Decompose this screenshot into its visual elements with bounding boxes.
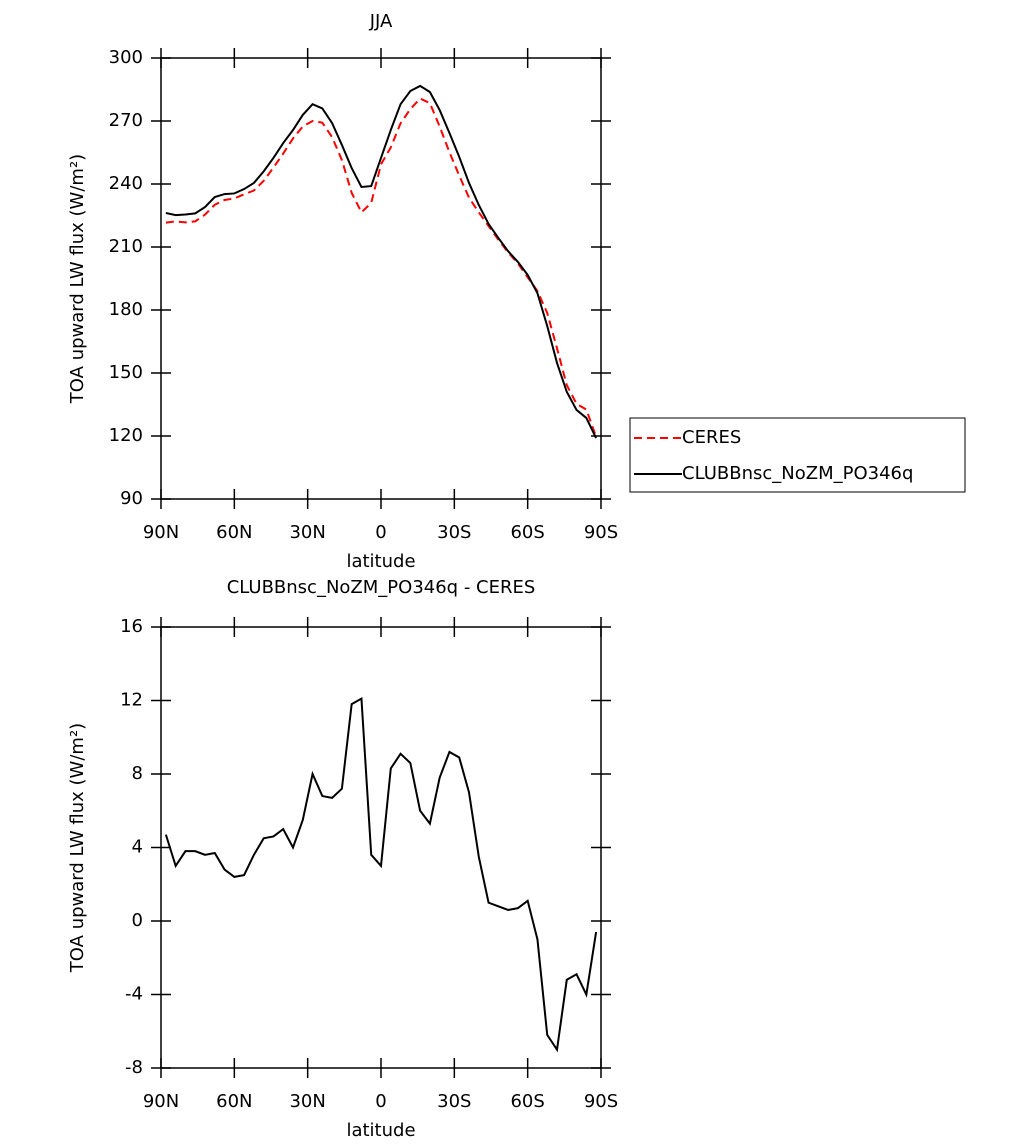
- y-tick-label: -4: [125, 984, 143, 1005]
- x-tick-label: 90S: [584, 522, 618, 543]
- y-tick-label: 180: [109, 299, 143, 320]
- data-line: [165, 84, 598, 439]
- y-tick-label: 270: [109, 110, 143, 131]
- y-tick-label: 8: [132, 763, 143, 784]
- y-tick-label: 12: [120, 690, 143, 711]
- legend-label: CLUBBnsc_NoZM_PO346q: [682, 463, 913, 484]
- x-tick-label: 60N: [216, 1091, 252, 1112]
- y-tick-label: 4: [132, 837, 143, 858]
- y-tick-label: 120: [109, 425, 143, 446]
- y-tick-label: -8: [125, 1057, 143, 1078]
- x-tick-label: 60S: [510, 1091, 544, 1112]
- plot-frame: [160, 626, 602, 1069]
- x-tick-label: 60N: [216, 522, 252, 543]
- x-tick-label: 0: [375, 1091, 386, 1112]
- y-tick-label: 300: [109, 47, 143, 68]
- y-tick-label: 16: [120, 616, 143, 637]
- x-tick-label: 30N: [289, 522, 325, 543]
- legend-box: [629, 417, 966, 493]
- x-tick-label: 0: [375, 522, 386, 543]
- x-tick-label: 90S: [584, 1091, 618, 1112]
- x-tick-label: 30S: [437, 1091, 471, 1112]
- y-axis-label: TOA upward LW flux (W/m²): [67, 723, 88, 973]
- y-axis-label: TOA upward LW flux (W/m²): [67, 154, 88, 404]
- y-tick-label: 90: [120, 488, 143, 509]
- x-tick-label: 30S: [437, 522, 471, 543]
- y-tick-label: 0: [132, 910, 143, 931]
- x-tick-label: 60S: [510, 522, 544, 543]
- chart-title: JJA: [369, 11, 393, 32]
- x-tick-label: 90N: [143, 522, 179, 543]
- data-line: [165, 97, 598, 438]
- y-tick-label: 240: [109, 173, 143, 194]
- x-axis-label: latitude: [346, 551, 415, 572]
- y-tick-label: 150: [109, 362, 143, 383]
- legend-label: CERES: [682, 427, 741, 448]
- y-tick-label: 210: [109, 236, 143, 257]
- x-axis-label: latitude: [346, 1120, 415, 1141]
- x-tick-label: 90N: [143, 1091, 179, 1112]
- x-tick-label: 30N: [289, 1091, 325, 1112]
- plot-frame: [160, 57, 602, 500]
- chart-title: CLUBBnsc_NoZM_PO346q - CERES: [227, 577, 536, 598]
- data-line: [164, 697, 598, 1053]
